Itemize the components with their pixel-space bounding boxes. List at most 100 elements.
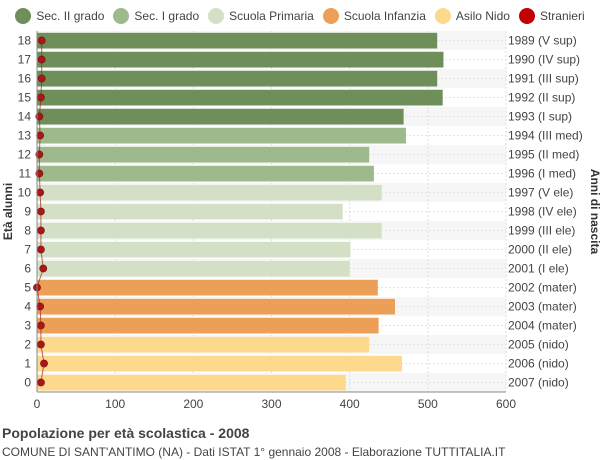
bar bbox=[37, 374, 346, 391]
stranieri-point bbox=[37, 340, 45, 349]
stranieri-point bbox=[36, 302, 45, 311]
y-tick-label: 3 bbox=[24, 319, 31, 333]
stranieri-point bbox=[35, 169, 44, 178]
stranieri-point bbox=[37, 55, 46, 64]
bar bbox=[37, 127, 406, 144]
y-tick-label: 0 bbox=[24, 376, 31, 390]
bar bbox=[37, 298, 396, 315]
legend-label: Sec. II grado bbox=[36, 9, 105, 23]
stranieri-point bbox=[35, 150, 44, 159]
legend-item-sec-i-grado[interactable]: Sec. I grado bbox=[113, 8, 199, 24]
birth-year-label: 2001 (I ele) bbox=[508, 262, 569, 276]
y-tick-label: 2 bbox=[24, 338, 31, 352]
bar bbox=[37, 51, 444, 68]
birth-year-label: 1993 (I sup) bbox=[508, 110, 572, 124]
legend-label: Scuola Infanzia bbox=[343, 9, 426, 23]
birth-year-label: 2004 (mater) bbox=[508, 319, 577, 333]
birth-year-label: 1997 (V ele) bbox=[508, 186, 573, 200]
legend-item-scuola-infanzia[interactable]: Scuola Infanzia bbox=[322, 8, 426, 24]
x-tick-label: 0 bbox=[34, 397, 41, 411]
bar bbox=[37, 184, 382, 201]
bar bbox=[37, 108, 404, 125]
x-tick-label: 200 bbox=[183, 397, 203, 411]
bar bbox=[37, 70, 438, 87]
stranieri-point bbox=[37, 245, 45, 254]
birth-year-label: 1995 (II med) bbox=[508, 148, 579, 162]
y-tick-label: 14 bbox=[18, 110, 32, 124]
y-tick-label: 8 bbox=[24, 224, 31, 238]
y-tick-label: 12 bbox=[18, 148, 32, 162]
legend-swatch-icon bbox=[208, 8, 225, 24]
y-tick-label: 17 bbox=[18, 53, 32, 67]
legend-label: Scuola Primaria bbox=[229, 9, 314, 23]
y-tick-label: 18 bbox=[18, 34, 32, 48]
bar bbox=[37, 165, 374, 182]
y-tick-label: 10 bbox=[18, 186, 32, 200]
stranieri-point bbox=[39, 264, 48, 273]
y-tick-label: 6 bbox=[24, 262, 31, 276]
bar bbox=[37, 260, 350, 277]
bar bbox=[37, 355, 403, 372]
birth-year-label: 2006 (nido) bbox=[508, 357, 569, 371]
legend-swatch-icon bbox=[434, 8, 451, 24]
bar bbox=[37, 203, 343, 220]
y-tick-label: 11 bbox=[19, 167, 32, 181]
x-tick-label: 400 bbox=[340, 397, 360, 411]
birth-year-label: 1989 (V sup) bbox=[508, 34, 577, 48]
y-tick-label: 1 bbox=[24, 357, 31, 371]
legend-swatch-icon bbox=[15, 8, 32, 24]
x-tick-label: 100 bbox=[105, 397, 125, 411]
stranieri-point bbox=[37, 74, 46, 83]
stranieri-point bbox=[37, 93, 45, 102]
legend: Sec. II grado Sec. I grado Scuola Primar… bbox=[0, 0, 600, 32]
y-tick-label: 4 bbox=[24, 300, 31, 314]
legend-label: Sec. I grado bbox=[134, 9, 200, 23]
chart-title: Popolazione per età scolastica - 2008 bbox=[2, 425, 250, 441]
stranieri-point bbox=[37, 378, 45, 387]
birth-year-label: 1999 (III ele) bbox=[508, 224, 575, 238]
x-tick-label: 600 bbox=[496, 397, 516, 411]
birth-year-label: 2005 (nido) bbox=[508, 338, 569, 352]
stranieri-point bbox=[37, 321, 45, 330]
birth-year-label: 1998 (IV ele) bbox=[508, 205, 577, 219]
birth-year-label: 2007 (nido) bbox=[508, 376, 569, 390]
bar bbox=[37, 279, 378, 296]
y-tick-label: 9 bbox=[24, 205, 31, 219]
legend-swatch-icon bbox=[322, 8, 339, 24]
chart-subtitle: COMUNE DI SANT'ANTIMO (NA) - Dati ISTAT … bbox=[2, 445, 506, 459]
legend-label: Asilo Nido bbox=[455, 9, 510, 23]
stranieri-point bbox=[36, 131, 45, 140]
y-tick-label: 16 bbox=[18, 72, 32, 86]
legend-item-asilo-nido[interactable]: Asilo Nido bbox=[434, 8, 510, 24]
stranieri-point bbox=[35, 112, 44, 121]
legend-label: Stranieri bbox=[539, 9, 585, 23]
birth-year-label: 1994 (III med) bbox=[508, 129, 583, 143]
y-tick-label: 5 bbox=[24, 281, 31, 295]
stranieri-point bbox=[37, 36, 46, 45]
bar bbox=[37, 146, 370, 163]
legend-item-stranieri[interactable]: Stranieri bbox=[518, 8, 585, 24]
y-tick-label: 13 bbox=[18, 129, 32, 143]
stranieri-point bbox=[40, 359, 48, 368]
y-tick-label: 7 bbox=[24, 243, 31, 257]
legend-item-sec-ii-grado[interactable]: Sec. II grado bbox=[15, 8, 104, 24]
y-axis-title: Età alunni bbox=[1, 183, 15, 240]
x-tick-label: 300 bbox=[261, 397, 281, 411]
stranieri-point bbox=[37, 207, 45, 216]
birth-year-label: 2003 (mater) bbox=[508, 300, 577, 314]
y-tick-label: 15 bbox=[18, 91, 32, 105]
bar bbox=[37, 32, 438, 49]
birth-year-label: 1996 (I med) bbox=[508, 167, 576, 181]
birth-year-label: 1990 (IV sup) bbox=[508, 53, 580, 67]
legend-swatch-icon bbox=[518, 8, 535, 24]
x-tick-label: 500 bbox=[418, 397, 438, 411]
legend-item-scuola-primaria[interactable]: Scuola Primaria bbox=[208, 8, 314, 24]
bar bbox=[37, 241, 351, 258]
birth-year-label: 2002 (mater) bbox=[508, 281, 577, 295]
bar bbox=[37, 89, 443, 106]
birth-year-label: 2000 (II ele) bbox=[508, 243, 572, 257]
birth-year-label: 1992 (II sup) bbox=[508, 91, 575, 105]
bar bbox=[37, 317, 379, 334]
bar bbox=[37, 222, 382, 239]
